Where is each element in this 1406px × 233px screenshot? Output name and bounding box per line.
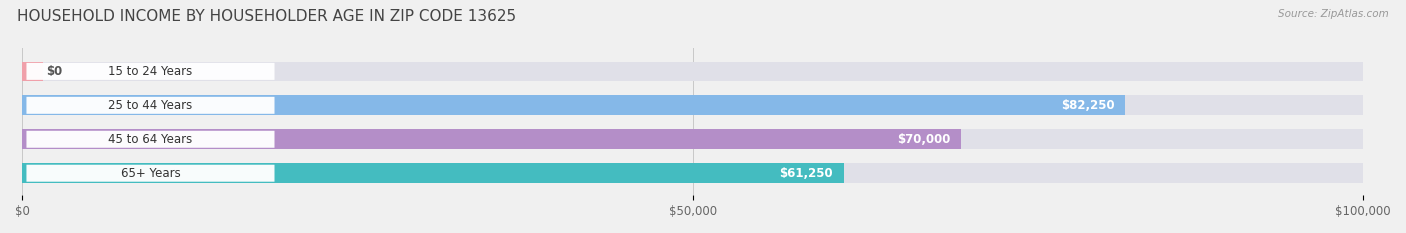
Text: $61,250: $61,250 bbox=[779, 167, 832, 180]
Bar bbox=[22, 96, 1125, 115]
Bar bbox=[22, 62, 1364, 81]
Text: $70,000: $70,000 bbox=[897, 133, 950, 146]
FancyBboxPatch shape bbox=[27, 97, 274, 114]
Bar bbox=[22, 163, 1364, 183]
FancyBboxPatch shape bbox=[27, 131, 274, 148]
Text: 45 to 64 Years: 45 to 64 Years bbox=[108, 133, 193, 146]
FancyBboxPatch shape bbox=[27, 63, 274, 80]
Text: HOUSEHOLD INCOME BY HOUSEHOLDER AGE IN ZIP CODE 13625: HOUSEHOLD INCOME BY HOUSEHOLDER AGE IN Z… bbox=[17, 9, 516, 24]
Text: $0: $0 bbox=[46, 65, 63, 78]
Text: Source: ZipAtlas.com: Source: ZipAtlas.com bbox=[1278, 9, 1389, 19]
Bar bbox=[22, 129, 960, 149]
Text: 15 to 24 Years: 15 to 24 Years bbox=[108, 65, 193, 78]
Bar bbox=[22, 62, 42, 81]
Bar bbox=[22, 129, 1364, 149]
Text: $82,250: $82,250 bbox=[1062, 99, 1115, 112]
Bar bbox=[22, 96, 1364, 115]
Text: 65+ Years: 65+ Years bbox=[121, 167, 180, 180]
FancyBboxPatch shape bbox=[27, 165, 274, 182]
Bar bbox=[22, 163, 844, 183]
Text: 25 to 44 Years: 25 to 44 Years bbox=[108, 99, 193, 112]
